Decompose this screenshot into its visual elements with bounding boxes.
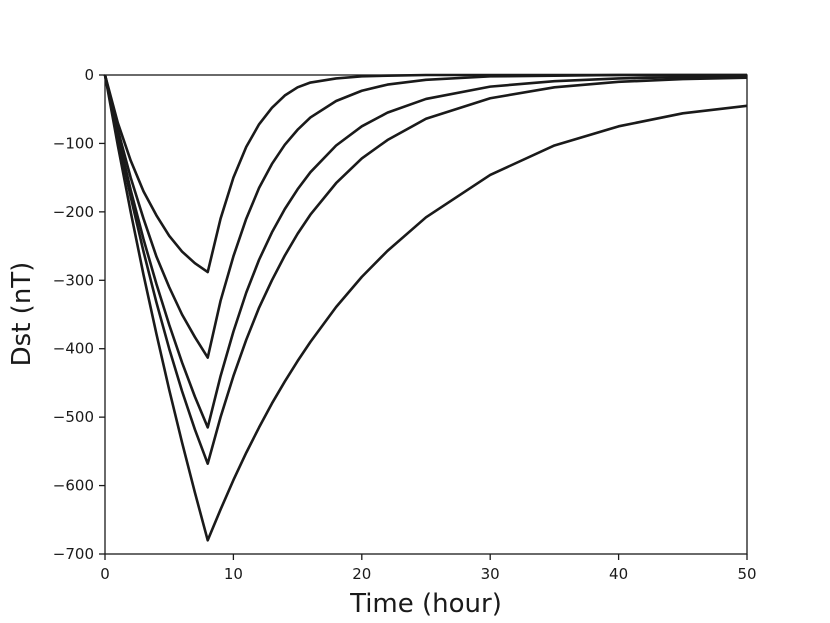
series-layer bbox=[103, 73, 748, 542]
y-tick-label: −500 bbox=[53, 408, 94, 426]
y-tick-label: 0 bbox=[84, 66, 94, 84]
series-line-3 bbox=[103, 74, 748, 429]
series-line-5 bbox=[103, 74, 748, 542]
x-tick-label: 30 bbox=[481, 565, 500, 583]
x-tick-label: 0 bbox=[100, 565, 110, 583]
x-axis-ticks: 0 10 20 30 40 50 bbox=[100, 554, 757, 583]
y-tick-label: −600 bbox=[53, 477, 94, 495]
y-tick-label: −700 bbox=[53, 545, 94, 563]
x-tick-label: 50 bbox=[737, 565, 756, 583]
y-tick-label: −400 bbox=[53, 340, 94, 358]
y-tick-label: −300 bbox=[53, 271, 94, 289]
series-line-1 bbox=[103, 73, 747, 274]
x-tick-label: 40 bbox=[609, 565, 628, 583]
y-axis-label: Dst (nT) bbox=[7, 262, 37, 367]
x-tick-label: 10 bbox=[224, 565, 243, 583]
y-tick-label: −200 bbox=[53, 203, 94, 221]
y-tick-label: −100 bbox=[53, 134, 94, 152]
y-axis-ticks: 0 −100 −200 −300 −400 −500 −600 −700 bbox=[53, 66, 105, 563]
series-line-2 bbox=[103, 73, 747, 359]
x-axis-label: Time (hour) bbox=[349, 589, 502, 619]
plot-frame bbox=[104, 74, 748, 555]
x-tick-label: 20 bbox=[352, 565, 371, 583]
series-line-4 bbox=[103, 74, 748, 465]
